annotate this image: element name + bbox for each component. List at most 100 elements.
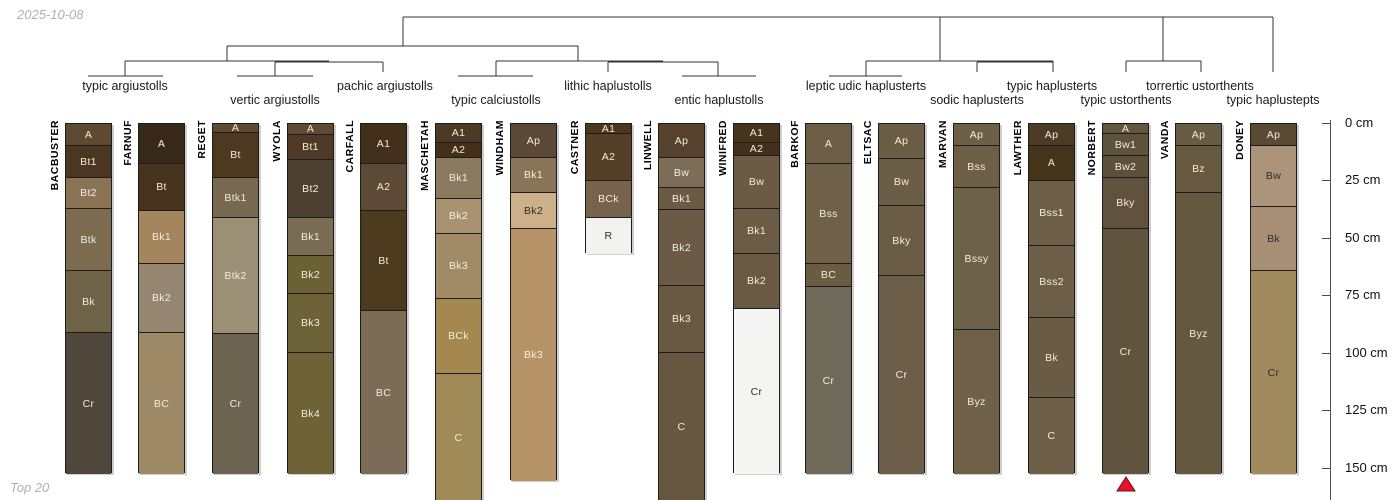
horizon-WYOLA-Bk4: Bk4 xyxy=(288,353,333,474)
horizon-MASCHETAH-C: C xyxy=(436,374,481,500)
horizon-WYOLA-Bk1: Bk1 xyxy=(288,218,333,256)
profile-name-FARNUF: FARNUF xyxy=(122,120,134,166)
horizon-REGET-Bt: Bt xyxy=(213,133,258,178)
horizon-WYOLA-Bk3: Bk3 xyxy=(288,294,333,353)
horizon-LINWELL-Bk1: Bk1 xyxy=(659,188,704,210)
taxon-label-lithic-haplustolls: lithic haplustolls xyxy=(564,79,652,93)
horizon-CARFALL-A1: A1 xyxy=(361,124,406,164)
horizon-VANDA-Bz: Bz xyxy=(1176,146,1221,193)
profile-column-LAWTHER: Ap A Bss1 Bss2 Bk C xyxy=(1028,123,1075,474)
profile-column-MARVAN: Ap Bss Bssy Byz xyxy=(953,123,1000,474)
horizon-LAWTHER-A: A xyxy=(1029,146,1074,181)
dendrogram-svg xyxy=(88,16,1274,77)
profile-name-LAWTHER: LAWTHER xyxy=(1012,120,1024,176)
profile-column-ELTSAC: Ap Bw Bky Cr xyxy=(878,123,925,474)
horizon-MASCHETAH-Bk3: Bk3 xyxy=(436,234,481,299)
horizon-BACBUSTER-Bk: Bk xyxy=(66,271,111,333)
horizon-LAWTHER-Bss1: Bss1 xyxy=(1029,181,1074,246)
horizon-WINIFRED-A2: A2 xyxy=(734,143,779,156)
horizon-VANDA-Ap: Ap xyxy=(1176,124,1221,146)
footer-annotation: Top 20 xyxy=(10,480,50,495)
depth-tick-label: 0 cm xyxy=(1345,115,1374,130)
horizon-CASTNER-A1: A1 xyxy=(586,124,631,134)
horizon-WYOLA-A: A xyxy=(288,124,333,135)
horizon-REGET-Btk1: Btk1 xyxy=(213,178,258,218)
taxon-label-typic-haplustepts: typic haplustepts xyxy=(1226,93,1320,107)
horizon-LINWELL-Bk3: Bk3 xyxy=(659,286,704,353)
profile-name-MARVAN: MARVAN xyxy=(937,120,949,169)
horizon-WINIFRED-A1: A1 xyxy=(734,124,779,143)
horizon-BACBUSTER-Bt1: Bt1 xyxy=(66,146,111,178)
profile-name-WINIFRED: WINIFRED xyxy=(717,120,729,176)
horizon-CASTNER-R: R xyxy=(586,218,631,254)
taxon-label-typic-argiustolls: typic argiustolls xyxy=(82,79,168,93)
horizon-BARKOF-A: A xyxy=(806,124,851,164)
horizon-NORBERT-A: A xyxy=(1103,124,1148,134)
profile-name-BACBUSTER: BACBUSTER xyxy=(49,120,61,191)
depth-tick xyxy=(1322,123,1330,124)
horizon-WINIFRED-Bk1: Bk1 xyxy=(734,209,779,254)
horizon-MASCHETAH-Bk2: Bk2 xyxy=(436,199,481,234)
depth-axis-line xyxy=(1330,120,1331,500)
taxon-label-pachic-argiustolls: pachic argiustolls xyxy=(337,79,433,93)
profile-name-LINWELL: LINWELL xyxy=(642,120,654,171)
horizon-MARVAN-Byz: Byz xyxy=(954,330,999,474)
date-annotation: 2025-10-08 xyxy=(17,7,84,22)
horizon-CARFALL-Bt: Bt xyxy=(361,211,406,311)
profile-column-CARFALL: A1 A2 Bt BC xyxy=(360,123,407,474)
taxon-label-vertic-argiustolls: vertic argiustolls xyxy=(230,93,320,107)
depth-tick xyxy=(1322,238,1330,239)
profile-name-NORBERT: NORBERT xyxy=(1086,120,1098,176)
horizon-DONEY-Bw: Bw xyxy=(1251,146,1296,207)
profile-name-BARKOF: BARKOF xyxy=(789,120,801,168)
horizon-MARVAN-Bss: Bss xyxy=(954,146,999,188)
profile-name-MASCHETAH: MASCHETAH xyxy=(419,120,431,191)
taxon-label-entic-haplustolls: entic haplustolls xyxy=(674,93,764,107)
horizon-MASCHETAH-BCk: BCk xyxy=(436,299,481,374)
horizon-ELTSAC-Bw: Bw xyxy=(879,159,924,206)
depth-tick xyxy=(1322,410,1330,411)
profile-name-ELTSAC: ELTSAC xyxy=(862,120,874,165)
horizon-WINDHAM-Ap: Ap xyxy=(511,124,556,158)
horizon-LINWELL-Ap: Ap xyxy=(659,124,704,158)
horizon-BACBUSTER-Cr: Cr xyxy=(66,333,111,474)
horizon-NORBERT-Bw1: Bw1 xyxy=(1103,134,1148,156)
horizon-MARVAN-Bssy: Bssy xyxy=(954,188,999,330)
taxon-label-leptic-udic-haplusterts: leptic udic haplusterts xyxy=(805,79,927,93)
depth-tick xyxy=(1322,353,1330,354)
horizon-LAWTHER-Bss2: Bss2 xyxy=(1029,246,1074,318)
horizon-LAWTHER-C: C xyxy=(1029,398,1074,474)
profile-column-FARNUF: A Bt Bk1 Bk2 BC xyxy=(138,123,185,474)
horizon-WYOLA-Bt2: Bt2 xyxy=(288,160,333,218)
profile-column-BACBUSTER: A Bt1 Bt2 Btk Bk Cr xyxy=(65,123,112,474)
horizon-DONEY-Ap: Ap xyxy=(1251,124,1296,146)
horizon-MASCHETAH-A2: A2 xyxy=(436,143,481,158)
taxon-label-typic-ustorthents: typic ustorthents xyxy=(1080,93,1172,107)
profile-column-BARKOF: A Bss BC Cr xyxy=(805,123,852,474)
profile-column-CASTNER: A1 A2 BCk R xyxy=(585,123,632,254)
taxon-label-sodic-haplusterts: sodic haplusterts xyxy=(930,93,1024,107)
horizon-LINWELL-Bw: Bw xyxy=(659,158,704,188)
depth-tick-label: 150 cm xyxy=(1345,460,1388,475)
horizon-ELTSAC-Ap: Ap xyxy=(879,124,924,159)
depth-tick-label: 50 cm xyxy=(1345,230,1381,245)
horizon-BACBUSTER-Btk: Btk xyxy=(66,209,111,271)
profile-column-NORBERT: A Bw1 Bw2 Bky Cr xyxy=(1102,123,1149,474)
profile-column-LINWELL: Ap Bw Bk1 Bk2 Bk3 C xyxy=(658,123,705,500)
horizon-CASTNER-BCk: BCk xyxy=(586,181,631,218)
horizon-REGET-Btk2: Btk2 xyxy=(213,218,258,334)
depth-tick-label: 75 cm xyxy=(1345,287,1381,302)
horizon-NORBERT-Cr: Cr xyxy=(1103,229,1148,474)
taxon-label-torrertic-ustorthents: torrertic ustorthents xyxy=(1146,79,1254,93)
profile-name-REGET: REGET xyxy=(196,120,208,159)
horizon-WINDHAM-Bk2: Bk2 xyxy=(511,193,556,229)
horizon-DONEY-Cr: Cr xyxy=(1251,271,1296,474)
horizon-NORBERT-Bky: Bky xyxy=(1103,178,1148,229)
depth-tick-label: 25 cm xyxy=(1345,172,1381,187)
horizon-VANDA-Byz: Byz xyxy=(1176,193,1221,474)
profile-name-WYOLA: WYOLA xyxy=(271,120,283,162)
horizon-BACBUSTER-A: A xyxy=(66,124,111,146)
profile-name-WINDHAM: WINDHAM xyxy=(494,120,506,176)
horizon-LAWTHER-Bk: Bk xyxy=(1029,318,1074,398)
